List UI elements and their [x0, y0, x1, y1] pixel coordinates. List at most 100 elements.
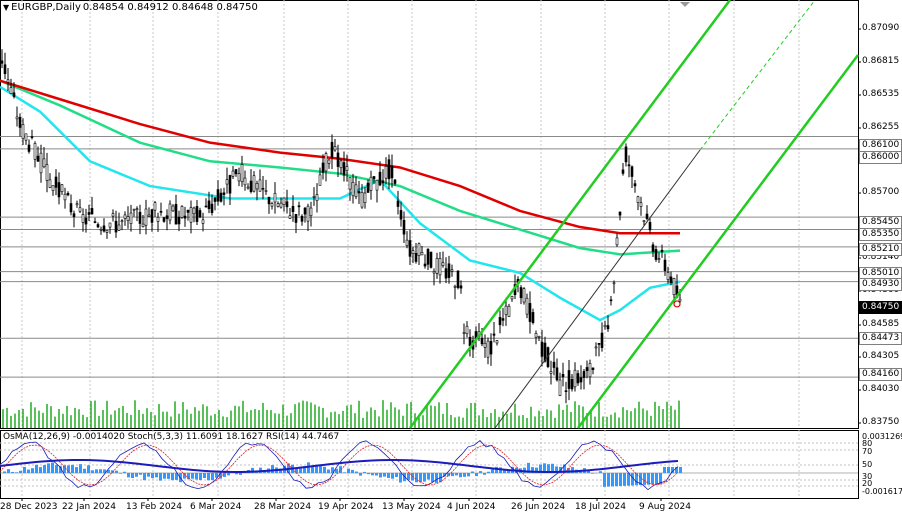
candle-body	[6, 79, 10, 83]
osc-histogram-bar	[135, 473, 138, 477]
candle-body	[453, 285, 457, 288]
candle-body	[651, 244, 655, 252]
candle-body	[174, 204, 178, 225]
candle-body	[582, 371, 586, 378]
channel-mid-extension	[699, 0, 816, 151]
candle-body	[660, 249, 664, 252]
candle-body	[480, 337, 484, 345]
collapse-arrow-icon[interactable]: ▼	[3, 3, 10, 12]
candle-body	[585, 367, 589, 372]
price-tag: 0.85350	[859, 228, 902, 241]
ohlc-label: 0.84854 0.84912 0.84648 0.84750	[82, 2, 258, 13]
candle-body	[597, 342, 601, 345]
candle-body	[171, 205, 175, 212]
candle-body	[117, 224, 121, 231]
candle-body	[15, 116, 19, 120]
osc-histogram-bar	[483, 473, 486, 475]
date-axis-label: 13 Feb 2024	[126, 502, 183, 512]
last-price-marker	[673, 300, 681, 308]
candle-body	[24, 133, 28, 141]
candle-body	[444, 268, 448, 279]
osc-histogram-bar	[27, 469, 30, 473]
candle-body	[519, 287, 523, 299]
osc-histogram-bar	[207, 473, 210, 481]
candle-body	[30, 136, 34, 138]
osc-histogram-bar	[339, 466, 342, 473]
candle-body	[279, 202, 283, 208]
price-tag: 0.84930	[859, 278, 902, 291]
osc-histogram-bar	[607, 473, 610, 487]
candle-body	[558, 379, 562, 396]
candle-body	[54, 176, 58, 188]
osc-histogram-bar	[651, 473, 654, 485]
osc-histogram-bar	[495, 466, 498, 473]
osc-histogram-bar	[83, 468, 86, 473]
osc-histogram-bar	[579, 471, 582, 473]
osc-histogram-bar	[667, 467, 670, 473]
osc-histogram-bar	[187, 473, 190, 480]
candle-body	[219, 192, 223, 202]
osc-histogram-bar	[271, 465, 274, 473]
price-axis-label: 0.87090	[862, 23, 900, 33]
candle-body	[201, 219, 205, 224]
osc-histogram-bar	[443, 473, 446, 477]
osc-histogram-bar	[355, 471, 358, 473]
candle-body	[192, 207, 196, 215]
osc-histogram-bar	[487, 471, 490, 473]
candle-body	[300, 215, 304, 222]
osc-histogram-bar	[171, 473, 174, 481]
candle-body	[150, 209, 154, 223]
osc-histogram-bar	[535, 467, 538, 473]
candle-body	[384, 165, 388, 179]
candle-body	[84, 217, 88, 225]
candle-body	[525, 297, 529, 315]
candle-body	[36, 155, 40, 162]
osc-histogram-bar	[675, 467, 678, 473]
osc-histogram-bar	[399, 473, 402, 483]
candle-body	[399, 210, 403, 220]
candle-body	[183, 215, 187, 219]
osc-histogram-bar	[427, 473, 430, 480]
candle-body	[534, 333, 538, 338]
candle-body	[375, 179, 379, 191]
price-axis-label: 0.86255	[862, 122, 900, 132]
candle-body	[315, 194, 319, 202]
candle-body	[333, 146, 337, 151]
osc-histogram-bar	[539, 464, 542, 473]
candle-body	[111, 213, 115, 217]
candle-body	[204, 205, 208, 208]
candle-body	[549, 371, 553, 374]
candle-body	[303, 207, 307, 215]
osc-histogram-bar	[183, 473, 186, 479]
osc-histogram-bar	[647, 473, 650, 485]
candle-body	[555, 367, 559, 381]
osc-histogram-bar	[479, 471, 482, 473]
osc-histogram-bar	[11, 471, 14, 473]
candle-body	[510, 295, 514, 300]
osc-histogram-bar	[543, 463, 546, 473]
osc-axis-label: -0.001617	[862, 487, 902, 496]
osc-histogram-bar	[419, 473, 422, 483]
candle-body	[570, 378, 574, 390]
osc-histogram-bar	[151, 473, 154, 479]
candle-body	[105, 230, 109, 233]
candle-body	[543, 342, 547, 362]
osc-histogram-bar	[295, 467, 298, 473]
osc-histogram-bar	[63, 465, 66, 473]
osc-histogram-bar	[223, 473, 226, 477]
osc-histogram-bar	[239, 473, 242, 475]
osc-histogram-bar	[503, 469, 506, 473]
candle-body	[486, 340, 490, 358]
candle-body	[225, 179, 229, 185]
candle-body	[504, 305, 508, 315]
candle-body	[45, 164, 49, 181]
candle-body	[381, 180, 385, 184]
candle-body	[354, 184, 358, 198]
candle-body	[642, 220, 646, 223]
candle-body	[489, 341, 493, 355]
chart-title: ▼ EURGBP,Daily 0.84854 0.84912 0.84648 0…	[3, 2, 258, 13]
osc-histogram-bar	[251, 467, 254, 473]
candle-body	[39, 152, 43, 174]
